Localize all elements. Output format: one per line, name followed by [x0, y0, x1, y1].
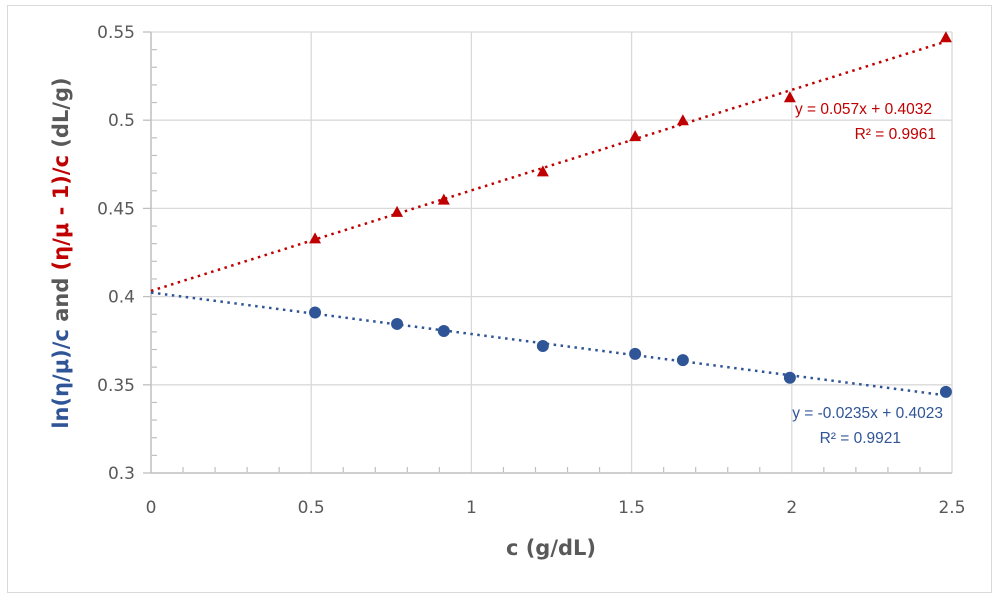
circle-point [437, 324, 450, 337]
y-tick-label: 0.5 [108, 111, 135, 131]
blue-trendline-r2: R² = 0.9921 [820, 430, 901, 447]
triangle-point [783, 91, 796, 103]
circle-point [629, 347, 642, 360]
triangle-point [437, 193, 450, 205]
x-tick-label: 1.5 [618, 498, 645, 518]
y-axis-label-part: ln(η/μ)/c [49, 329, 73, 429]
y-axis-label-part: (dL/g) [49, 77, 73, 155]
circle-point [676, 354, 689, 367]
y-tick-label: 0.45 [97, 199, 135, 219]
x-tick-label: 2 [786, 498, 797, 518]
red-trendline-r2: R² = 0.9961 [855, 126, 936, 143]
trendline-series-0 [150, 40, 947, 293]
y-axis-label: ln(η/μ)/c and (η/μ - 1)/c (dL/g) [49, 77, 73, 428]
circle-point [309, 306, 322, 319]
triangle-point [536, 165, 549, 177]
x-tick-label: 0.5 [298, 498, 325, 518]
blue-trendline-equation: y = -0.0235x + 0.4023 [792, 405, 943, 422]
triangle-point [309, 232, 322, 244]
x-tick-label: 2.5 [938, 498, 965, 518]
circle-point [939, 385, 952, 398]
circle-point [536, 339, 549, 352]
x-tick-label: 0 [146, 498, 157, 518]
triangle-point [676, 114, 689, 126]
y-axis-label-part: (η/μ - 1)/c [49, 155, 73, 270]
triangle-point [629, 130, 642, 142]
circle-point [391, 317, 404, 330]
chart-area [7, 5, 992, 593]
y-tick-label: 0.35 [97, 376, 135, 396]
y-tick-label: 0.55 [97, 23, 135, 43]
red-trendline-equation: y = 0.057x + 0.4032 [795, 101, 932, 118]
triangle-point [939, 31, 952, 43]
triangle-point [391, 205, 404, 217]
x-axis-label: c (g/dL) [506, 536, 596, 560]
circle-point [783, 371, 796, 384]
x-tick-label: 1 [466, 498, 477, 518]
y-tick-label: 0.3 [108, 464, 135, 484]
y-axis-label-part: and [49, 270, 73, 329]
y-tick-label: 0.4 [108, 288, 135, 308]
